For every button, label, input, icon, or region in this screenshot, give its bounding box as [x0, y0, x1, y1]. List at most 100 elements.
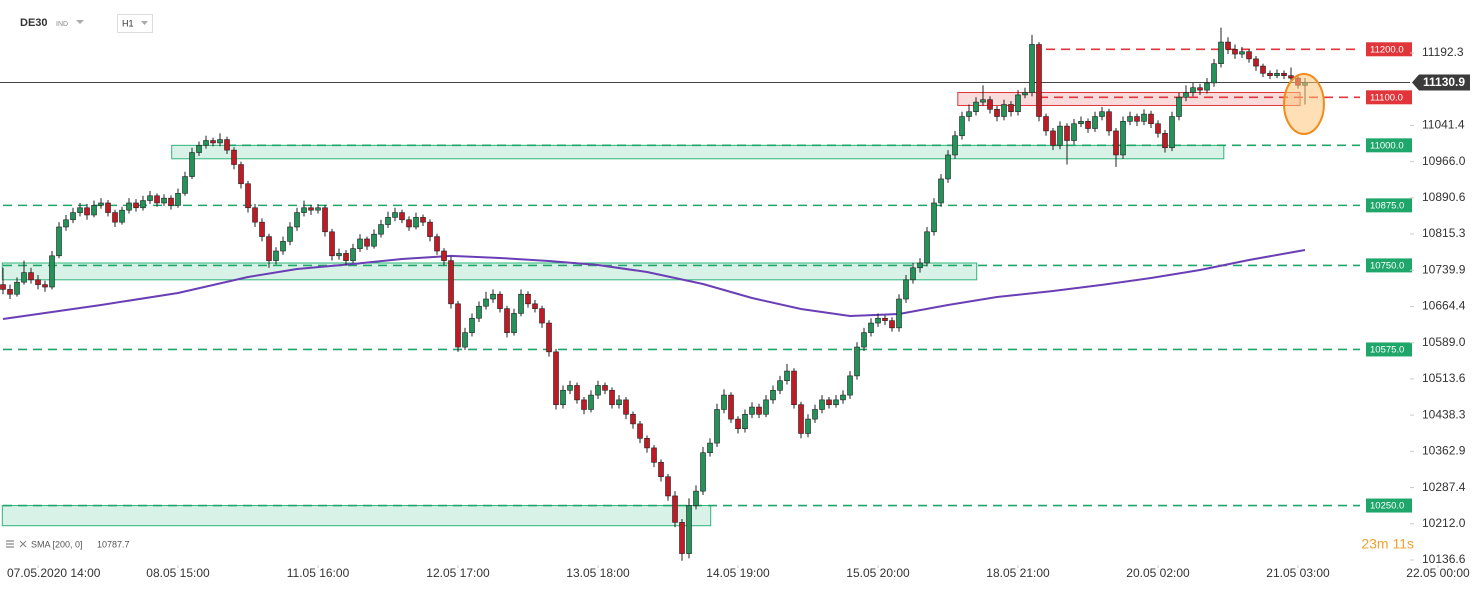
x-tick-label: 15.05 20:00 [846, 566, 910, 580]
candle-body [189, 152, 195, 177]
timeframe[interactable]: H1 [122, 18, 134, 28]
candle-body [1232, 48, 1238, 55]
level-label-box [1366, 90, 1412, 105]
y-tick-label: 11041.4 [1422, 118, 1465, 132]
candle-body [1099, 111, 1105, 117]
candle-body [119, 209, 125, 223]
candle-body [28, 272, 34, 281]
candle-body [112, 212, 118, 223]
candle-body [70, 212, 76, 221]
candle-body [210, 140, 216, 144]
candle-body [952, 135, 958, 156]
candle-body [1022, 92, 1028, 96]
candle-body [1176, 97, 1182, 117]
candle-body [1078, 121, 1084, 125]
candle-body [1134, 116, 1140, 122]
candle-body [14, 281, 20, 295]
highlight-ellipse [1283, 73, 1325, 135]
candle-body [539, 308, 545, 324]
candle-body [385, 217, 391, 225]
header: DE30 IND H1 [20, 14, 153, 33]
candle-body [434, 236, 440, 252]
candle-body [581, 399, 587, 410]
x-tick-label: 07.05.2020 14:00 [7, 566, 101, 580]
candle-body [658, 462, 664, 478]
candle-body [105, 202, 111, 213]
sma-line [2, 249, 1306, 320]
x-tick-label: 12.05 17:00 [426, 566, 490, 580]
candle-body [462, 332, 468, 348]
candle-body [875, 317, 881, 324]
y-tick-label: 10966.0 [1422, 154, 1466, 168]
candle-body [469, 317, 475, 333]
candle-body [791, 370, 797, 405]
candle-body [175, 193, 181, 206]
candle-body [812, 409, 818, 420]
candle-body [1267, 72, 1273, 76]
candle-body [854, 346, 860, 377]
candle-body [231, 149, 237, 165]
candle-body [203, 140, 209, 146]
candle-body [98, 202, 104, 206]
candle-body [847, 375, 853, 396]
candle-body [1204, 82, 1210, 91]
timeframe-box[interactable] [117, 14, 153, 33]
candle-body [1029, 44, 1035, 93]
candle-body [784, 370, 790, 381]
candle-body [511, 313, 517, 333]
candle-body [532, 303, 538, 309]
candle-body [1127, 116, 1133, 122]
candle-body [1036, 44, 1042, 117]
close-icon[interactable] [19, 540, 27, 548]
candle-body [420, 217, 426, 223]
y-tick-label: 10212.0 [1422, 516, 1466, 530]
x-tick-label: 20.05 02:00 [1126, 566, 1190, 580]
candle-body [819, 399, 825, 410]
candle-body [980, 99, 986, 103]
candle-body [35, 279, 41, 285]
candle-body [882, 317, 888, 321]
dropdown-arrow[interactable] [141, 21, 148, 25]
candle-body [245, 183, 251, 209]
candle-body [1162, 133, 1168, 149]
symbol[interactable]: DE30 [20, 17, 48, 29]
candle-body [798, 404, 804, 434]
candle-body [686, 505, 692, 554]
level-label-box [1366, 42, 1412, 57]
candle-body [525, 293, 531, 305]
levels: 11200.0 11100.0 11000.0 10875.0 10750.0 10575… [0, 42, 1412, 513]
candle-body [273, 250, 279, 261]
candle-body [945, 154, 951, 180]
level-label-box [1366, 498, 1412, 513]
candle-body [826, 399, 832, 405]
candle-body [350, 248, 356, 261]
candle-body [168, 197, 174, 206]
candle-body [903, 279, 909, 300]
candle-body [497, 293, 503, 309]
candle-body [56, 226, 62, 257]
candle-body [1218, 41, 1224, 64]
candle-body [1106, 111, 1112, 132]
settings-icon[interactable] [6, 540, 14, 548]
candle-body [1043, 116, 1049, 132]
sma-layer [2, 249, 1306, 320]
candle-body [840, 394, 846, 401]
level-label: 10250.0 [1370, 501, 1404, 512]
candle-body [1148, 113, 1154, 125]
x-tick-label: 08.05 15:00 [146, 566, 210, 580]
candle-body [1260, 65, 1266, 74]
dropdown-arrow[interactable] [76, 20, 84, 24]
candle-body [1253, 58, 1259, 67]
candle-body [693, 490, 699, 506]
candle-body [336, 253, 342, 257]
y-tick-label: 10589.0 [1422, 335, 1466, 349]
candle-body [504, 308, 510, 333]
candle-body [448, 260, 454, 305]
candle-body [623, 399, 629, 415]
candle-body [490, 293, 496, 300]
candle-body [7, 289, 13, 295]
candle-body [308, 207, 314, 211]
candle-body [889, 320, 895, 329]
level-label-box [1366, 342, 1412, 357]
